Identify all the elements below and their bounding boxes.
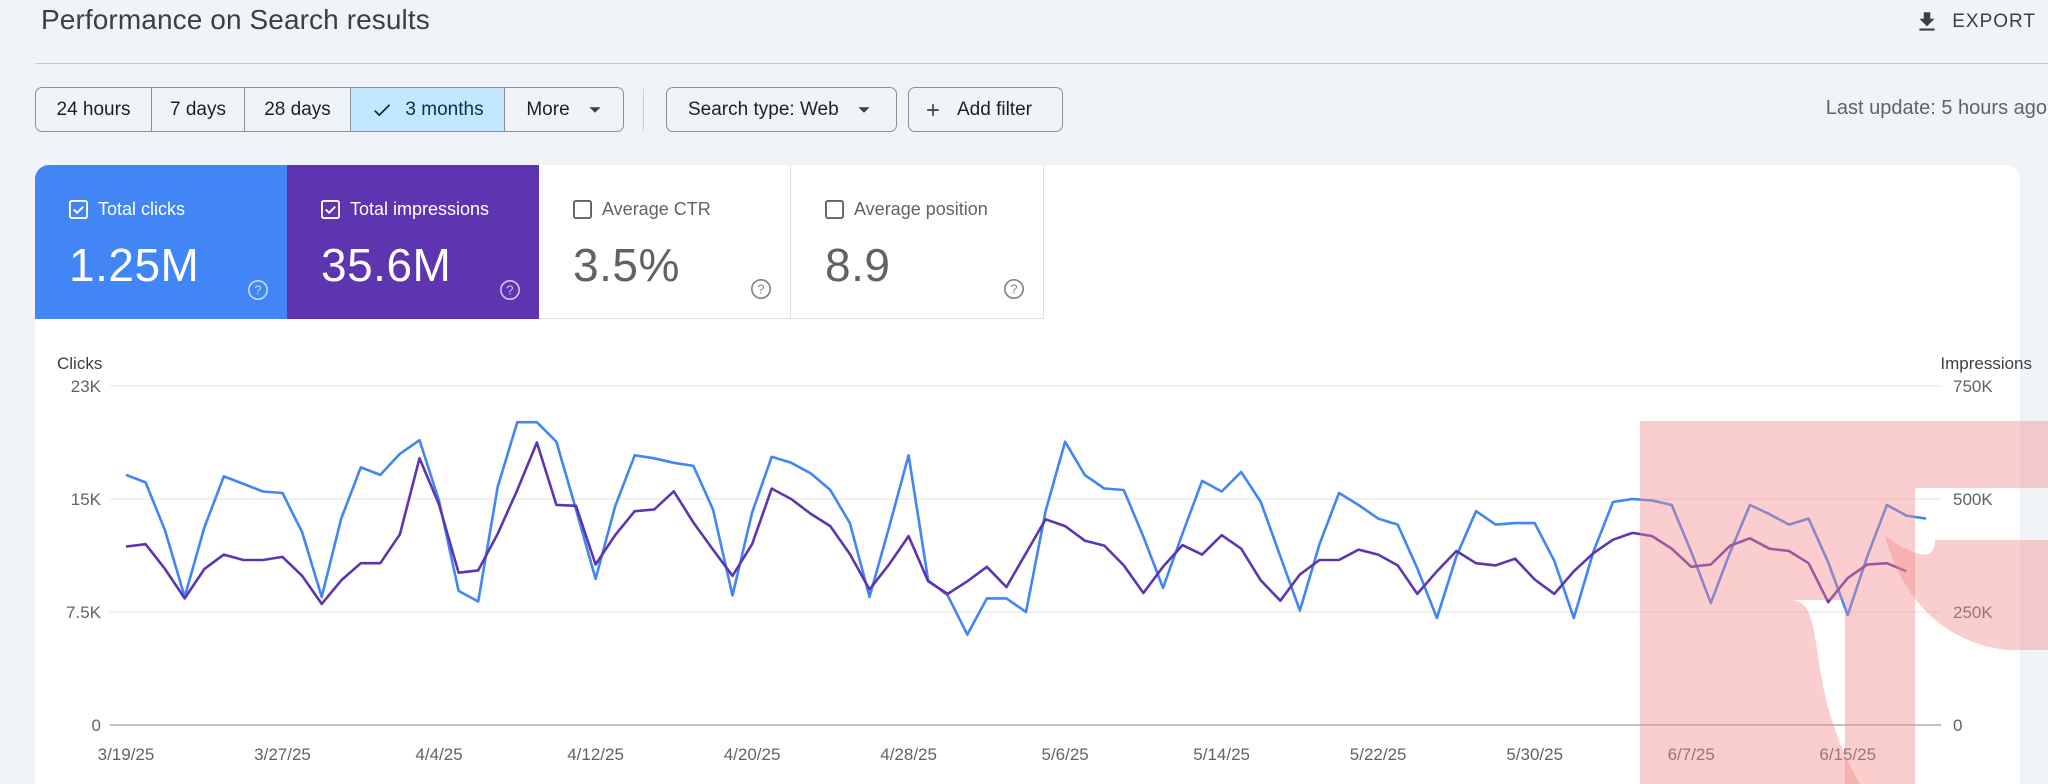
- checkbox-checked-icon[interactable]: [69, 200, 88, 219]
- search-type-dropdown[interactable]: Search type: Web: [666, 87, 897, 132]
- svg-text:?: ?: [506, 283, 513, 298]
- date-range-label: 3 months: [405, 98, 484, 120]
- date-range-3-months[interactable]: 3 months: [351, 88, 505, 131]
- download-icon: [1919, 12, 1935, 31]
- page-title: Performance on Search results: [41, 4, 430, 35]
- date-range-selector: 24 hours 7 days 28 days 3 months More: [35, 87, 624, 132]
- metric-label: Total clicks: [98, 199, 186, 219]
- metric-total-clicks[interactable]: Total clicks 1.25M ?: [35, 165, 287, 319]
- metric-total-impressions[interactable]: Total impressions 35.6M ?: [287, 165, 539, 319]
- dropdown-caret-icon: [858, 106, 870, 113]
- date-range-label: 7 days: [170, 98, 226, 120]
- help-icon[interactable]: ?: [247, 279, 269, 301]
- metric-value: 8.9: [825, 239, 891, 291]
- checkbox-unchecked-icon[interactable]: [825, 200, 844, 219]
- export-label: EXPORT: [1952, 11, 2036, 32]
- metric-value: 1.25M: [69, 239, 200, 291]
- help-icon[interactable]: ?: [750, 278, 772, 300]
- date-range-label: 28 days: [264, 98, 331, 120]
- date-range-label: More: [526, 98, 570, 120]
- help-icon[interactable]: ?: [1003, 278, 1025, 300]
- metric-average-position[interactable]: Average position 8.9 ?: [791, 165, 1044, 319]
- date-range-7-days[interactable]: 7 days: [152, 88, 245, 131]
- metric-value: 3.5%: [573, 239, 680, 291]
- metric-label: Average position: [854, 199, 988, 219]
- search-type-label: Search type: Web: [688, 98, 839, 120]
- add-filter-label: Add filter: [957, 98, 1032, 120]
- date-range-label: 24 hours: [56, 98, 131, 120]
- filter-separator: [643, 89, 644, 131]
- metric-label: Total impressions: [350, 199, 490, 219]
- metric-value: 35.6M: [321, 239, 452, 291]
- export-button[interactable]: EXPORT: [1914, 4, 2036, 40]
- add-filter-button[interactable]: Add filter: [908, 87, 1063, 132]
- svg-text:?: ?: [1010, 282, 1017, 297]
- help-icon[interactable]: ?: [499, 279, 521, 301]
- date-range-more[interactable]: More: [505, 88, 623, 131]
- date-range-28-days[interactable]: 28 days: [245, 88, 351, 131]
- svg-text:?: ?: [254, 283, 261, 298]
- dropdown-caret-icon: [589, 106, 601, 113]
- last-update-text: Last update: 5 hours ago: [1825, 97, 2047, 119]
- date-range-24-hours[interactable]: 24 hours: [36, 88, 152, 131]
- metric-average-ctr[interactable]: Average CTR 3.5% ?: [539, 165, 791, 319]
- checkbox-checked-icon[interactable]: [321, 200, 340, 219]
- metric-label: Average CTR: [602, 199, 711, 219]
- plus-icon: [927, 103, 939, 116]
- header-divider: [35, 63, 2048, 64]
- checkbox-unchecked-icon[interactable]: [573, 200, 592, 219]
- check-icon: [374, 103, 391, 116]
- svg-text:?: ?: [757, 282, 764, 297]
